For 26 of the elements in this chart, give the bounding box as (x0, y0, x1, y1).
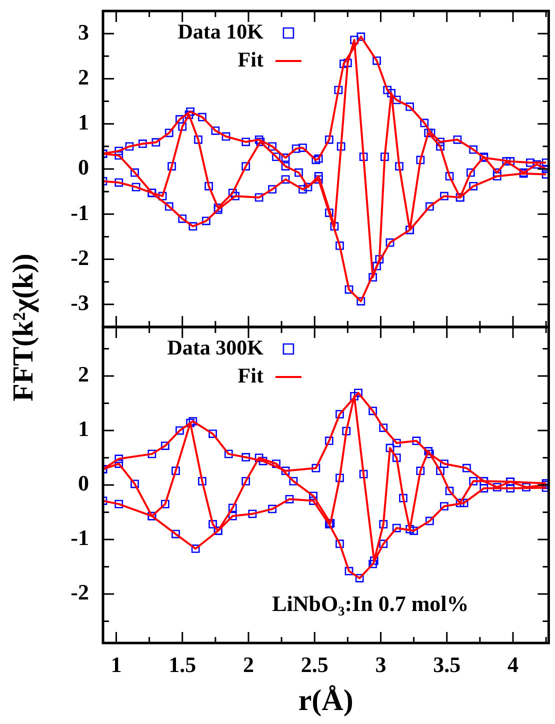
y-tick-label: -2 (70, 580, 89, 605)
y-tick-label: -1 (70, 525, 89, 550)
y-axis-title: FFT(k²χ(k)) (7, 253, 40, 401)
y-tick-label: 0 (78, 470, 89, 496)
x-tick-label: 4 (507, 652, 518, 677)
y-tick-label: 2 (78, 362, 89, 387)
y-tick-label: -3 (70, 290, 89, 316)
y-tick-label: 2 (78, 64, 89, 90)
legend-label: Fit (238, 47, 264, 72)
x-tick-label: 1.5 (168, 652, 196, 677)
legend-label: Data 10K (178, 19, 264, 44)
legend-label: Data 300K (167, 335, 264, 360)
annotation: LiNbO₃:In 0.7 mol% (272, 590, 469, 616)
legend-label: Fit (238, 363, 264, 388)
x-tick-label: 2 (242, 652, 254, 677)
x-tick-label: 3.5 (433, 652, 461, 677)
y-tick-label: 1 (78, 110, 89, 135)
x-tick-label: 1 (110, 652, 122, 677)
y-tick-label: 1 (78, 416, 89, 442)
x-tick-label: 2.5 (300, 652, 328, 677)
y-tick-label: 3 (78, 19, 89, 44)
y-tick-label: -2 (70, 244, 89, 270)
x-axis-title: r(Å) (298, 684, 354, 717)
x-tick-label: 3 (375, 652, 386, 677)
y-tick-label: -1 (70, 200, 89, 225)
y-tick-label: 0 (78, 154, 89, 180)
